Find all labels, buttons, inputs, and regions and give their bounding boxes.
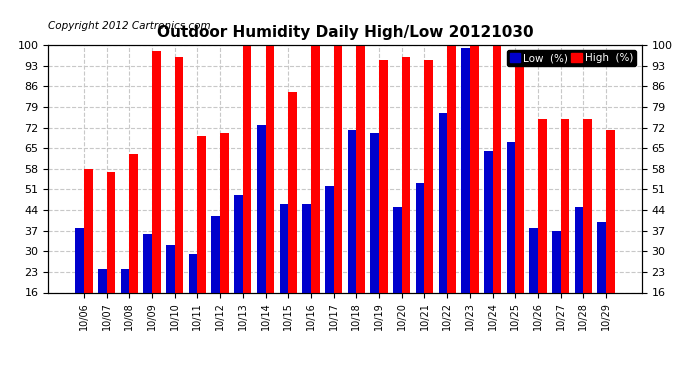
Bar [515,63,524,292]
Bar [561,118,569,292]
Bar [288,92,297,292]
Bar [447,45,456,292]
Bar [243,45,251,292]
Bar [279,204,288,292]
Text: Copyright 2012 Cartronics.com: Copyright 2012 Cartronics.com [48,21,211,32]
Bar [493,45,501,292]
Bar [84,169,92,292]
Bar [538,118,546,292]
Bar [484,151,493,292]
Bar [356,45,365,292]
Bar [575,207,584,292]
Bar [121,269,129,292]
Bar [424,60,433,292]
Bar [212,216,220,292]
Bar [302,204,311,292]
Bar [334,45,342,292]
Bar [379,60,388,292]
Bar [529,228,538,292]
Bar [311,45,319,292]
Legend: Low  (%), High  (%): Low (%), High (%) [506,50,636,66]
Bar [461,48,470,292]
Title: Outdoor Humidity Daily High/Low 20121030: Outdoor Humidity Daily High/Low 20121030 [157,25,533,40]
Bar [129,154,138,292]
Bar [552,231,561,292]
Bar [166,245,175,292]
Bar [144,234,152,292]
Bar [402,57,411,292]
Bar [266,45,274,292]
Bar [257,124,266,292]
Bar [106,172,115,292]
Bar [371,134,379,292]
Bar [325,186,334,292]
Bar [234,195,243,292]
Bar [506,142,515,292]
Bar [197,136,206,292]
Bar [439,113,447,292]
Bar [152,51,161,292]
Bar [220,134,229,292]
Bar [98,269,106,292]
Bar [348,130,356,292]
Bar [598,222,606,292]
Bar [606,130,615,292]
Bar [584,118,592,292]
Bar [189,254,197,292]
Bar [416,183,424,292]
Bar [393,207,402,292]
Bar [175,57,184,292]
Bar [470,45,478,292]
Bar [75,228,84,292]
